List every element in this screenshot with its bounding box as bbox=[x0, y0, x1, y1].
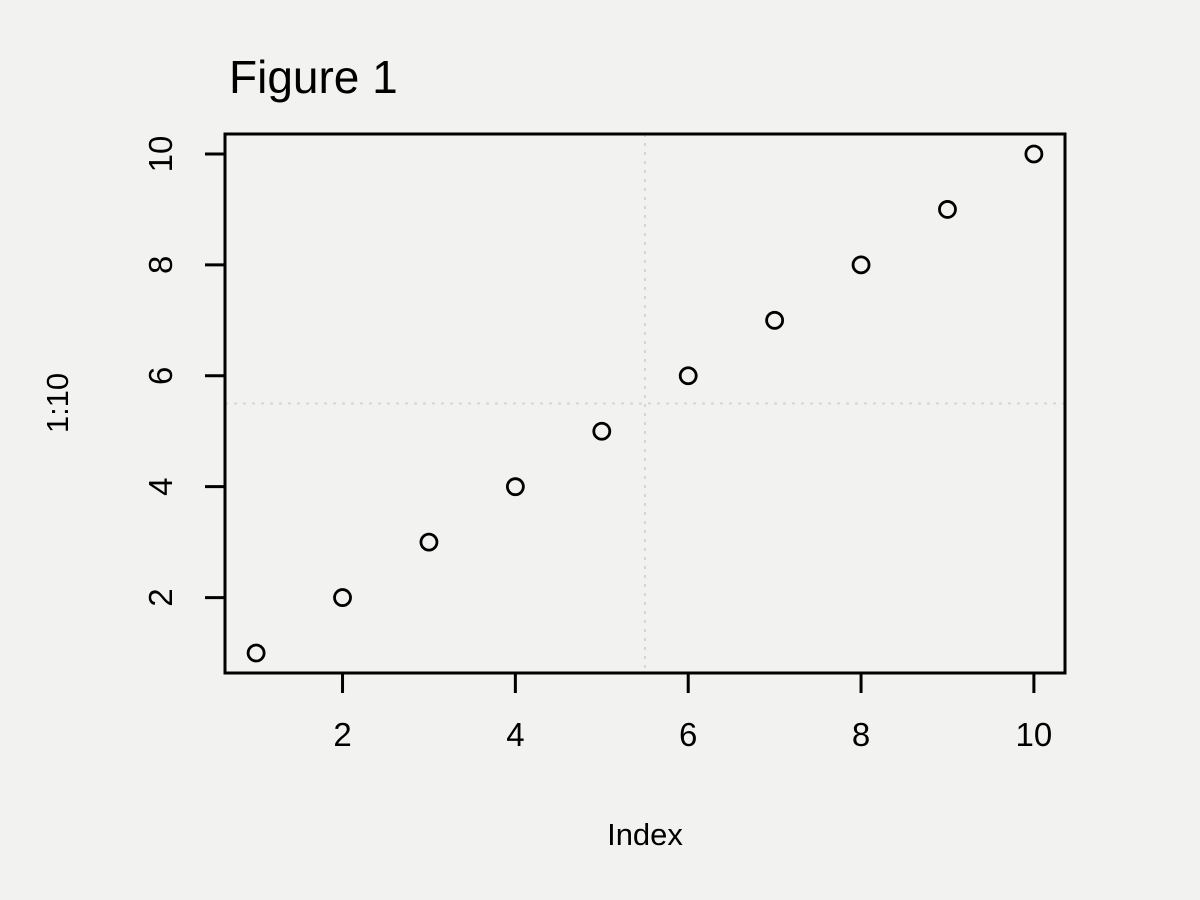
y-tick-label: 8 bbox=[142, 256, 179, 274]
y-tick-label: 10 bbox=[142, 136, 179, 173]
x-tick-label: 2 bbox=[333, 716, 351, 753]
data-points bbox=[246, 144, 1044, 663]
x-tick-label: 6 bbox=[679, 716, 697, 753]
data-point bbox=[419, 532, 439, 552]
x-tick-label: 8 bbox=[852, 716, 870, 753]
y-tick-label: 2 bbox=[142, 588, 179, 606]
data-point bbox=[592, 421, 612, 441]
y-tick-label: 4 bbox=[142, 477, 179, 495]
data-point bbox=[678, 366, 698, 386]
data-point bbox=[246, 643, 266, 663]
data-point bbox=[1024, 144, 1044, 164]
figure-title: Figure 1 bbox=[229, 51, 398, 103]
x-tick-label: 10 bbox=[1016, 716, 1053, 753]
data-point bbox=[333, 588, 352, 607]
y-tick-label: 6 bbox=[142, 367, 179, 385]
data-point bbox=[851, 255, 871, 275]
data-point bbox=[938, 200, 957, 219]
x-tick-label: 4 bbox=[506, 716, 524, 753]
data-point bbox=[765, 310, 785, 330]
plot-box bbox=[223, 132, 1067, 675]
y-axis-label: 1:10 bbox=[40, 373, 75, 433]
axis-ticks: 2 4 6 8 10 2 4 6 8 10 bbox=[142, 136, 1052, 753]
x-axis-label: Index bbox=[607, 817, 683, 852]
data-point bbox=[505, 477, 525, 497]
